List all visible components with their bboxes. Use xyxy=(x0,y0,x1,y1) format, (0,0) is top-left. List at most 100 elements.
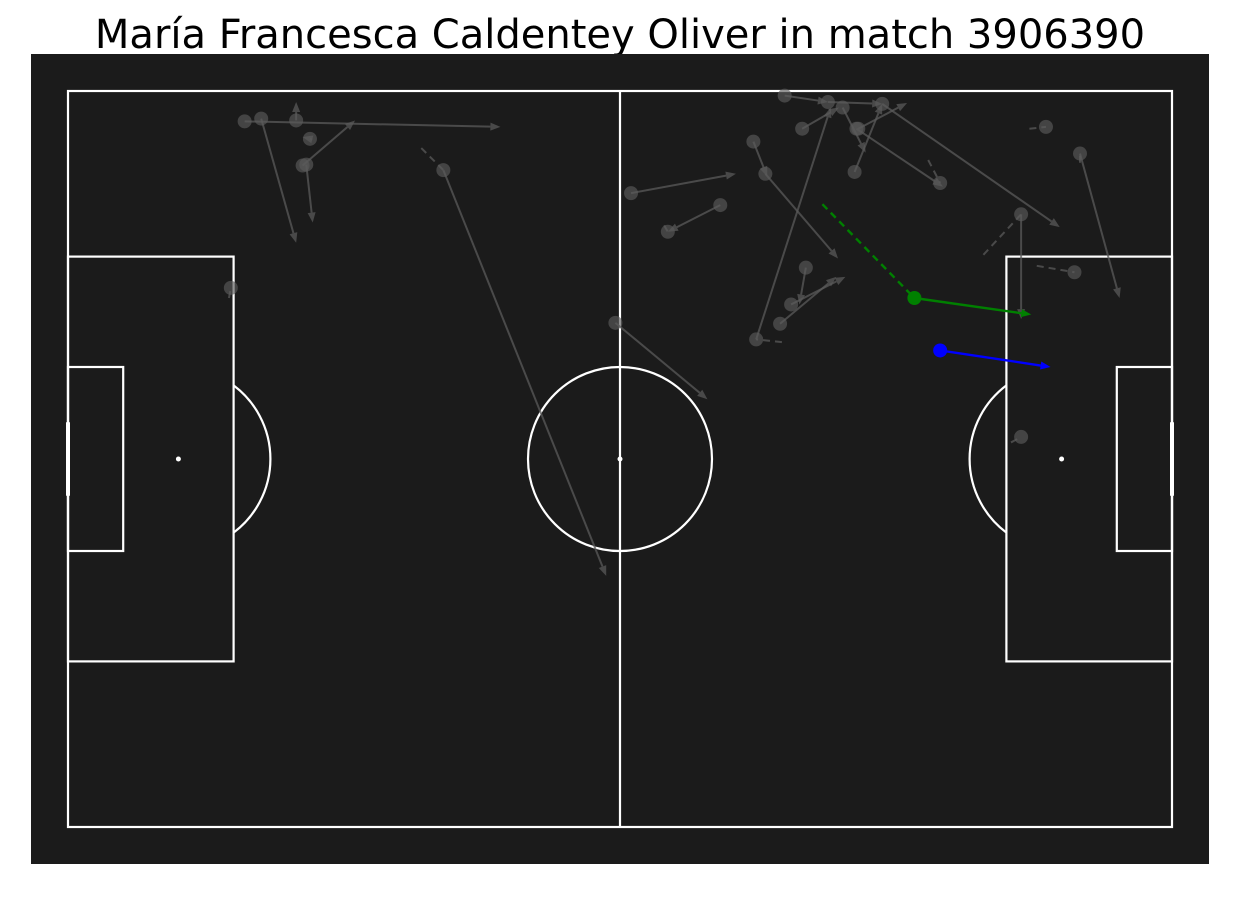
event-arrowhead xyxy=(697,389,708,400)
event-28 xyxy=(1029,119,1053,134)
event-pass-line xyxy=(244,120,491,128)
event-0 xyxy=(237,114,501,131)
event-14 xyxy=(758,166,839,259)
event-start-marker xyxy=(713,198,728,213)
event-carry-line xyxy=(982,213,1022,256)
event-carry-line xyxy=(1036,264,1075,274)
event-start-marker xyxy=(436,163,451,178)
event-start-marker xyxy=(795,121,810,136)
event-arrowhead xyxy=(1020,309,1032,318)
right-penalty-arc xyxy=(968,384,1008,534)
event-start-marker xyxy=(835,100,850,115)
chart-title: María Francesca Caldentey Oliver in matc… xyxy=(94,12,1146,58)
event-start-marker xyxy=(289,113,304,128)
event-start-marker xyxy=(777,88,792,103)
right-penalty-spot xyxy=(1059,456,1065,462)
pitch-markings xyxy=(66,89,1174,829)
event-start-marker xyxy=(302,131,317,146)
event-arrowhead xyxy=(828,248,839,259)
event-9 xyxy=(624,171,736,201)
event-arrowhead xyxy=(292,102,301,113)
event-pass-line xyxy=(1079,153,1118,289)
event-arrowhead xyxy=(834,276,846,285)
event-arrowhead xyxy=(1049,218,1060,228)
event-pass-line xyxy=(939,349,1041,367)
event-pass-line xyxy=(881,103,1053,223)
event-start-marker xyxy=(847,164,862,179)
event-arrowhead xyxy=(289,232,298,243)
event-29 xyxy=(1073,146,1121,298)
event-start-marker xyxy=(820,95,835,110)
event-arrowhead xyxy=(307,212,316,223)
event-start-marker xyxy=(749,332,764,347)
event-pass-line xyxy=(614,322,701,394)
event-26 xyxy=(927,159,948,190)
event-1 xyxy=(254,111,298,243)
event-pass-line xyxy=(855,127,936,182)
left-penalty-spot xyxy=(175,456,181,462)
event-arrowhead xyxy=(490,122,501,131)
event-25 xyxy=(875,96,1060,228)
event-start-marker xyxy=(784,297,799,312)
event-start-marker xyxy=(237,114,252,129)
event-start-marker xyxy=(295,158,310,173)
event-pass-line xyxy=(827,101,873,105)
event-start-marker xyxy=(1073,146,1087,161)
event-start-marker xyxy=(875,96,890,111)
event-arrowhead xyxy=(1113,287,1121,298)
event-arrowhead xyxy=(344,120,356,130)
center-spot xyxy=(617,456,623,462)
event-start-marker xyxy=(758,166,773,181)
event-33 xyxy=(933,343,1051,370)
event-2 xyxy=(289,102,304,128)
event-pass-line xyxy=(305,164,313,213)
event-7 xyxy=(223,280,238,299)
event-carry-line xyxy=(756,338,783,344)
event-11 xyxy=(667,198,728,232)
event-start-marker xyxy=(608,315,623,330)
event-pass-line xyxy=(764,173,833,252)
event-start-marker xyxy=(254,111,269,126)
center-circle xyxy=(526,365,714,553)
event-arrowhead xyxy=(598,565,607,576)
event-30 xyxy=(1036,264,1082,280)
event-start-marker xyxy=(746,134,761,149)
event-start-marker xyxy=(849,121,864,136)
event-6 xyxy=(420,147,607,576)
event-start-marker xyxy=(907,291,922,305)
event-31 xyxy=(1010,429,1029,444)
event-3 xyxy=(302,131,317,146)
event-start-marker xyxy=(933,176,948,190)
event-arrowhead xyxy=(1040,361,1051,370)
event-arrowhead xyxy=(667,223,679,232)
event-arrowhead xyxy=(896,102,908,112)
event-pass-line xyxy=(755,116,829,340)
event-carry-line xyxy=(821,203,916,299)
event-pass-line xyxy=(630,174,727,195)
event-arrowhead xyxy=(825,276,837,287)
event-carry-line xyxy=(927,159,942,184)
event-start-marker xyxy=(1067,265,1082,280)
event-pass-line xyxy=(260,118,295,234)
event-5 xyxy=(295,120,356,173)
event-8 xyxy=(608,315,708,400)
event-pass-line xyxy=(676,204,721,229)
event-32 xyxy=(821,203,1032,318)
event-start-marker xyxy=(223,280,238,295)
event-pass-line xyxy=(442,169,604,567)
event-start-marker xyxy=(773,316,788,331)
event-start-marker xyxy=(1014,429,1029,444)
event-pass-line xyxy=(790,280,837,306)
event-17 xyxy=(784,276,846,312)
left-penalty-arc xyxy=(232,384,272,534)
event-start-marker xyxy=(798,260,813,275)
event-pass-line xyxy=(914,296,1022,315)
events-layer xyxy=(223,88,1121,576)
event-start-marker xyxy=(624,186,639,201)
pitch-spots xyxy=(175,456,1065,462)
event-start-marker xyxy=(933,343,948,358)
event-pass-line xyxy=(301,126,349,167)
event-arrowhead xyxy=(725,171,736,180)
event-start-marker xyxy=(1014,207,1029,222)
